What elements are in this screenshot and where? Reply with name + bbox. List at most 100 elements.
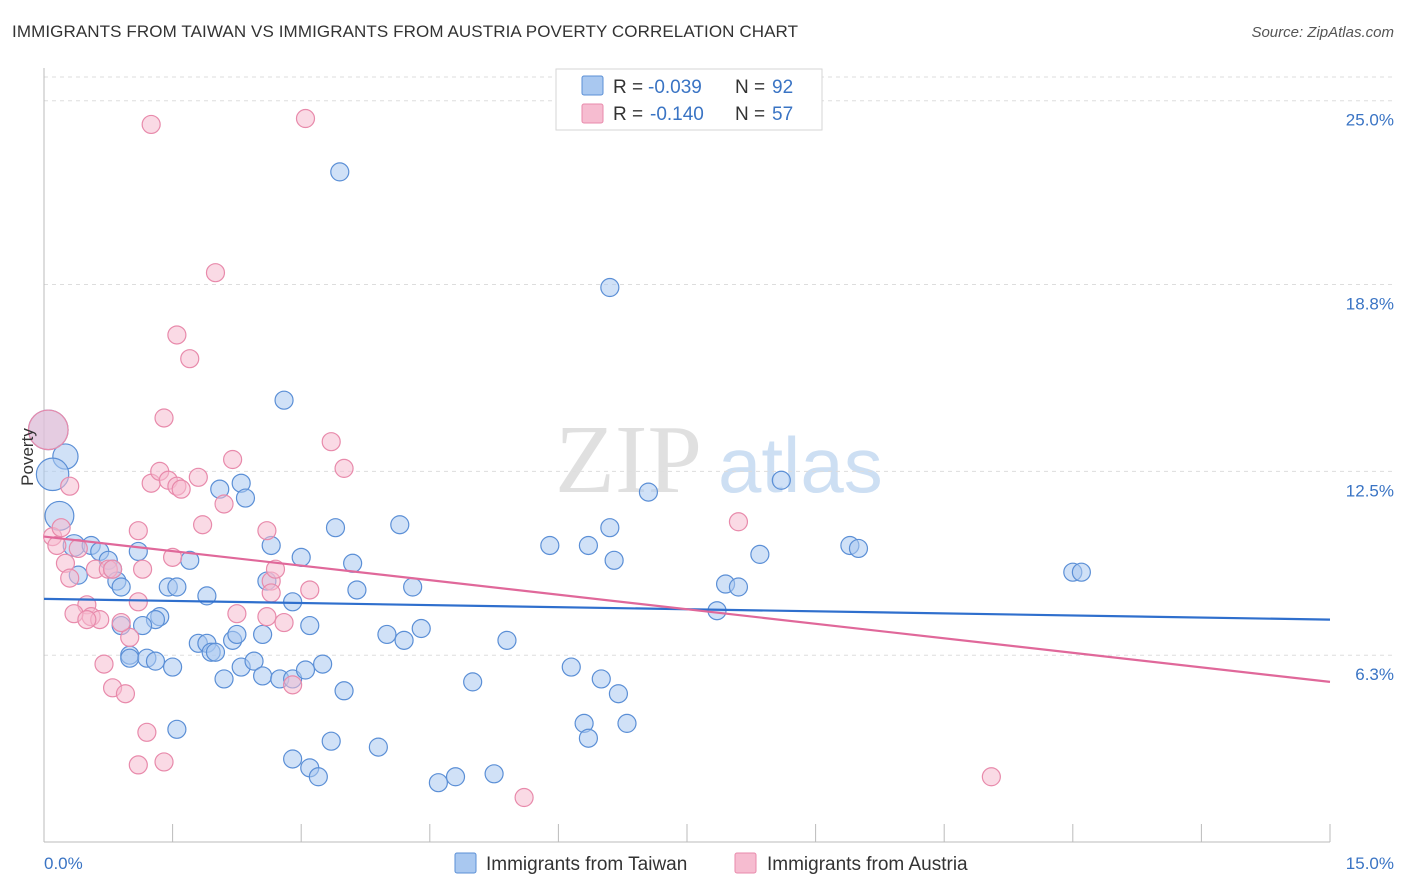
bottom-legend-label-taiwan: Immigrants from Taiwan — [486, 854, 687, 875]
legend-swatch-taiwan — [581, 75, 604, 96]
point-taiwan-68 — [484, 764, 504, 784]
point-taiwan-61 — [394, 630, 414, 650]
point-austria-45 — [265, 559, 286, 579]
point-austria-0 — [27, 409, 69, 451]
x-tick-labels: 0.0% 15.0% — [44, 854, 1394, 873]
bottom-legend-swatch-taiwan — [454, 852, 477, 874]
point-taiwan-81 — [638, 482, 659, 502]
point-austria-22 — [132, 559, 153, 579]
point-austria-48 — [300, 580, 320, 600]
point-taiwan-58 — [330, 162, 350, 182]
bottom-legend-swatch-austria — [734, 852, 757, 874]
source-label: Source: ZipAtlas.com — [1251, 24, 1394, 41]
point-austria-52 — [261, 583, 281, 603]
series-austria-points — [27, 108, 1001, 808]
point-austria-34 — [141, 114, 161, 135]
trend-lines — [43, 535, 1331, 683]
point-taiwan-40 — [235, 488, 256, 508]
point-taiwan-62 — [403, 577, 423, 597]
point-austria-35 — [137, 722, 157, 742]
point-taiwan-73 — [578, 728, 599, 748]
point-taiwan-64 — [411, 618, 431, 639]
point-taiwan-10 — [111, 577, 131, 597]
point-taiwan-91 — [167, 719, 187, 739]
point-taiwan-51 — [343, 553, 363, 573]
point-austria-49 — [295, 108, 316, 129]
point-austria-2 — [47, 535, 67, 556]
gridlines — [44, 76, 1394, 656]
chart-title: IMMIGRANTS FROM TAIWAN VS IMMIGRANTS FRO… — [12, 22, 799, 41]
legend-r-value-austria: -0.140 — [650, 104, 704, 125]
legend-r-label-austria: R = — [613, 104, 643, 125]
legend-n-label-taiwan: N = — [735, 77, 765, 98]
trend-line-austria — [43, 535, 1331, 683]
point-taiwan-24 — [145, 651, 166, 671]
point-taiwan-78 — [600, 518, 620, 538]
point-taiwan-67 — [463, 672, 483, 692]
point-austria-33 — [193, 515, 213, 535]
point-austria-27 — [163, 547, 183, 567]
point-austria-25 — [154, 408, 174, 428]
point-taiwan-66 — [445, 767, 466, 787]
point-taiwan-76 — [608, 684, 629, 704]
point-taiwan-29 — [205, 642, 226, 662]
point-austria-43 — [257, 607, 277, 627]
point-taiwan-49 — [313, 654, 333, 674]
y-tick-label-0: 6.3% — [1355, 665, 1394, 684]
axes — [43, 68, 1331, 843]
point-austria-15 — [77, 610, 97, 630]
point-taiwan-22 — [120, 648, 140, 668]
point-taiwan-71 — [561, 657, 581, 677]
point-austria-3 — [51, 518, 71, 538]
point-taiwan-42 — [274, 390, 294, 410]
point-austria-5 — [60, 476, 80, 496]
point-austria-29 — [171, 479, 191, 499]
point-taiwan-63 — [390, 515, 410, 535]
point-taiwan-57 — [283, 749, 303, 769]
point-austria-37 — [154, 752, 174, 772]
point-austria-47 — [283, 675, 303, 695]
point-taiwan-86 — [771, 470, 791, 490]
y-tick-label-2: 18.8% — [1346, 295, 1394, 314]
point-taiwan-19 — [132, 615, 153, 636]
point-austria-32 — [188, 467, 208, 487]
point-austria-19 — [120, 627, 140, 648]
y-tick-labels: 6.3% 12.5% 18.8% 25.0% — [1346, 111, 1394, 684]
legend-n-value-taiwan: 92 — [772, 77, 793, 98]
point-austria-54 — [728, 512, 749, 532]
point-taiwan-74 — [578, 535, 599, 556]
point-taiwan-2 — [35, 457, 70, 492]
point-taiwan-34 — [244, 651, 264, 671]
point-taiwan-65 — [428, 773, 448, 793]
legend-swatch-austria — [581, 103, 604, 124]
point-taiwan-14 — [167, 577, 187, 597]
watermark-zip: ZIP — [555, 406, 702, 514]
point-taiwan-31 — [227, 624, 247, 645]
point-taiwan-53 — [334, 681, 354, 701]
x-tick-label-1: 15.0% — [1346, 854, 1394, 873]
point-taiwan-33 — [214, 669, 234, 689]
point-austria-20 — [128, 592, 148, 612]
point-taiwan-70 — [540, 535, 560, 556]
point-taiwan-45 — [300, 615, 320, 636]
x-tick-label-0: 0.0% — [44, 854, 83, 873]
point-taiwan-52 — [347, 580, 367, 600]
point-taiwan-85 — [750, 544, 770, 564]
point-austria-31 — [180, 349, 200, 369]
y-axis-title: Poverty — [18, 428, 37, 486]
point-austria-51 — [334, 458, 354, 478]
point-austria-40 — [223, 449, 243, 470]
point-taiwan-25 — [163, 657, 183, 677]
legend: R = -0.039 N = 92 R = -0.140 N = 57 — [555, 68, 823, 131]
bottom-legend-label-austria: Immigrants from Austria — [767, 854, 968, 875]
point-taiwan-56 — [308, 767, 328, 787]
y-tick-label-3: 25.0% — [1346, 111, 1394, 130]
point-taiwan-60 — [377, 624, 397, 645]
legend-n-label-austria: N = — [735, 104, 765, 125]
y-tick-label-1: 12.5% — [1346, 481, 1394, 500]
point-taiwan-75 — [591, 669, 611, 689]
watermark-atlas: atlas — [718, 421, 883, 509]
point-austria-16 — [94, 654, 114, 674]
bottom-legend: Immigrants from Taiwan Immigrants from A… — [454, 852, 968, 875]
